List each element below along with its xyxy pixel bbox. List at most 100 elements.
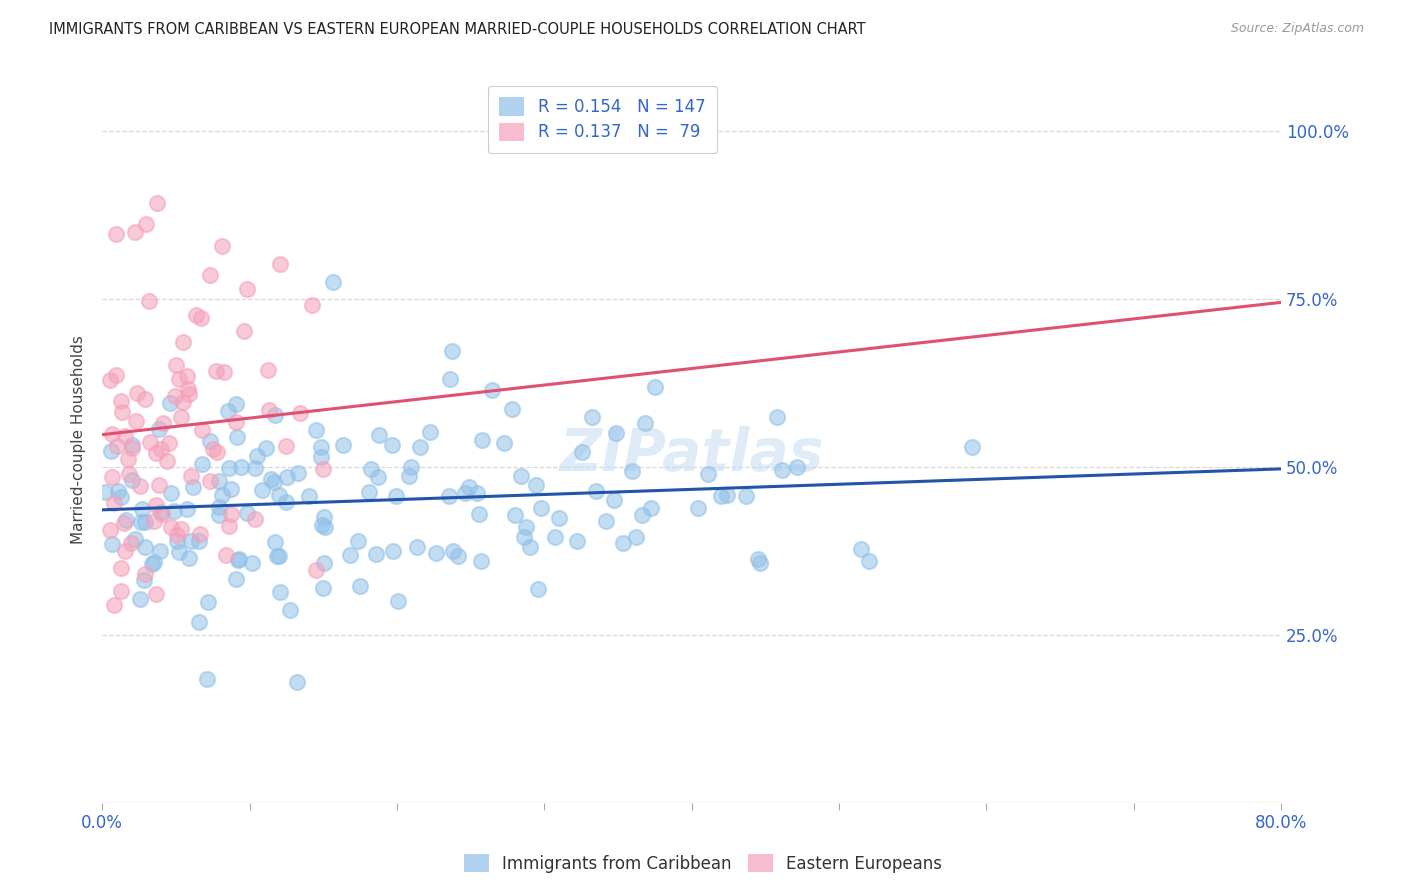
Point	[468, 508, 491, 522]
Point	[263, 475, 285, 490]
Point	[503, 508, 526, 522]
Point	[197, 595, 219, 609]
Point	[571, 445, 593, 459]
Point	[513, 530, 536, 544]
Point	[644, 380, 666, 394]
Point	[188, 526, 211, 541]
Point	[176, 368, 198, 383]
Point	[104, 227, 127, 241]
Point	[467, 485, 489, 500]
Point	[786, 460, 808, 475]
Point	[103, 599, 125, 613]
Point	[110, 491, 132, 505]
Point	[437, 489, 460, 503]
Point	[266, 549, 288, 564]
Point	[118, 467, 141, 481]
Point	[381, 544, 404, 558]
Point	[142, 514, 165, 528]
Point	[419, 425, 441, 439]
Point	[105, 439, 128, 453]
Point	[240, 556, 263, 570]
Point	[121, 473, 143, 487]
Point	[274, 439, 297, 453]
Point	[603, 493, 626, 508]
Point	[409, 440, 432, 454]
Point	[565, 533, 588, 548]
Point	[188, 533, 211, 548]
Point	[131, 502, 153, 516]
Point	[219, 483, 242, 497]
Point	[212, 365, 235, 379]
Legend: Immigrants from Caribbean, Eastern Europeans: Immigrants from Caribbean, Eastern Europ…	[457, 847, 949, 880]
Point	[309, 450, 332, 464]
Point	[709, 489, 731, 503]
Point	[208, 474, 231, 488]
Point	[339, 548, 361, 562]
Point	[166, 528, 188, 542]
Point	[548, 511, 571, 525]
Point	[232, 324, 254, 338]
Point	[314, 520, 336, 534]
Point	[515, 519, 537, 533]
Y-axis label: Married-couple Households: Married-couple Households	[72, 335, 86, 544]
Point	[145, 587, 167, 601]
Point	[177, 551, 200, 566]
Point	[134, 573, 156, 587]
Point	[145, 445, 167, 459]
Point	[180, 469, 202, 483]
Point	[620, 464, 643, 478]
Point	[960, 440, 983, 454]
Point	[301, 298, 323, 312]
Point	[181, 480, 204, 494]
Point	[305, 423, 328, 437]
Text: ZIPatlas: ZIPatlas	[560, 426, 824, 483]
Point	[129, 515, 152, 529]
Point	[254, 441, 277, 455]
Point	[111, 405, 134, 419]
Point	[217, 403, 239, 417]
Point	[381, 438, 404, 452]
Point	[311, 518, 333, 533]
Point	[304, 563, 326, 577]
Point	[211, 239, 233, 253]
Point	[114, 513, 136, 527]
Point	[858, 554, 880, 568]
Point	[98, 373, 121, 387]
Point	[225, 397, 247, 411]
Point	[125, 385, 148, 400]
Point	[160, 485, 183, 500]
Point	[159, 520, 181, 534]
Point	[172, 335, 194, 350]
Point	[246, 449, 269, 463]
Point	[257, 403, 280, 417]
Point	[141, 557, 163, 571]
Point	[425, 546, 447, 560]
Point	[112, 516, 135, 531]
Text: IMMIGRANTS FROM CARIBBEAN VS EASTERN EUROPEAN MARRIED-COUPLE HOUSEHOLDS CORRELAT: IMMIGRANTS FROM CARIBBEAN VS EASTERN EUR…	[49, 22, 866, 37]
Point	[581, 410, 603, 425]
Point	[101, 427, 124, 442]
Point	[264, 409, 287, 423]
Point	[312, 581, 335, 595]
Point	[530, 500, 553, 515]
Point	[176, 502, 198, 516]
Point	[347, 534, 370, 549]
Point	[145, 498, 167, 512]
Point	[225, 572, 247, 586]
Point	[770, 463, 793, 477]
Point	[128, 591, 150, 606]
Point	[399, 460, 422, 475]
Point	[527, 582, 550, 596]
Point	[124, 532, 146, 546]
Point	[134, 392, 156, 406]
Point	[747, 552, 769, 566]
Point	[634, 416, 657, 430]
Point	[138, 293, 160, 308]
Point	[851, 541, 873, 556]
Point	[447, 549, 470, 563]
Point	[748, 556, 770, 570]
Point	[198, 434, 221, 449]
Point	[250, 483, 273, 497]
Point	[543, 530, 565, 544]
Point	[218, 461, 240, 475]
